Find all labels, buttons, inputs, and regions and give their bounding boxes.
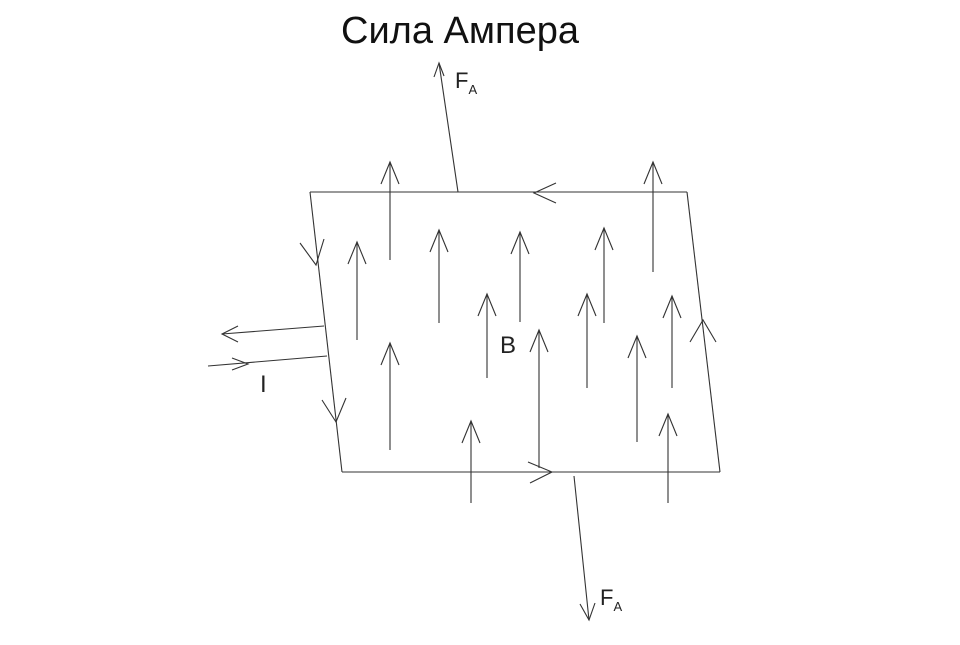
current-arrow-top	[532, 182, 557, 204]
current-arrow-bottom	[527, 461, 554, 484]
current-label: I	[260, 371, 267, 398]
lead-lower	[207, 355, 328, 367]
ampere-forces	[433, 61, 596, 622]
diagram-title: Сила Ампера	[341, 10, 579, 52]
field-line-12-arrowhead	[627, 334, 647, 359]
current-loop	[309, 191, 721, 473]
force-label-bottom-sub: A	[613, 599, 623, 614]
field-line-5-arrowhead	[594, 226, 614, 251]
field-line-14-arrowhead	[658, 412, 678, 437]
lead-upper	[221, 325, 325, 335]
force-label-bottom: FA	[600, 585, 622, 614]
force-label-bottom-main: F	[600, 585, 614, 610]
loop-left-side	[309, 191, 343, 473]
field-line-1-arrowhead	[380, 160, 400, 185]
force-arrow-bottom	[573, 475, 590, 621]
field-line-6-arrowhead	[643, 160, 663, 185]
field-line-9-arrowhead	[662, 294, 682, 319]
current-direction-arrows	[299, 182, 717, 484]
magnetic-field-lines	[347, 160, 682, 503]
field-line-4-arrowhead	[510, 230, 530, 255]
force-arrow-top	[438, 62, 459, 193]
current-leads	[207, 325, 328, 371]
force-label-top: FA	[455, 68, 477, 97]
force-arrow-top-head	[433, 61, 445, 78]
current-arrow-left-lower	[321, 397, 347, 424]
field-line-11-arrowhead	[529, 328, 549, 353]
field-line-13-arrowhead	[461, 419, 481, 444]
field-line-2-arrowhead	[347, 240, 367, 265]
lead-upper-arrowhead	[220, 325, 239, 343]
current-arrow-right	[689, 318, 717, 343]
lead-lower-arrowhead	[231, 357, 250, 371]
field-line-8-arrowhead	[577, 292, 597, 317]
force-label-top-sub: A	[468, 82, 478, 97]
field-label: B	[500, 332, 517, 359]
field-line-7-arrowhead	[477, 292, 497, 317]
field-line-3-arrowhead	[429, 228, 449, 253]
loop-right-side	[686, 191, 721, 473]
force-label-top-main: F	[455, 68, 469, 93]
force-arrow-bottom-head	[579, 602, 596, 622]
field-line-10-arrowhead	[380, 341, 400, 366]
current-arrow-left-upper	[299, 238, 325, 267]
